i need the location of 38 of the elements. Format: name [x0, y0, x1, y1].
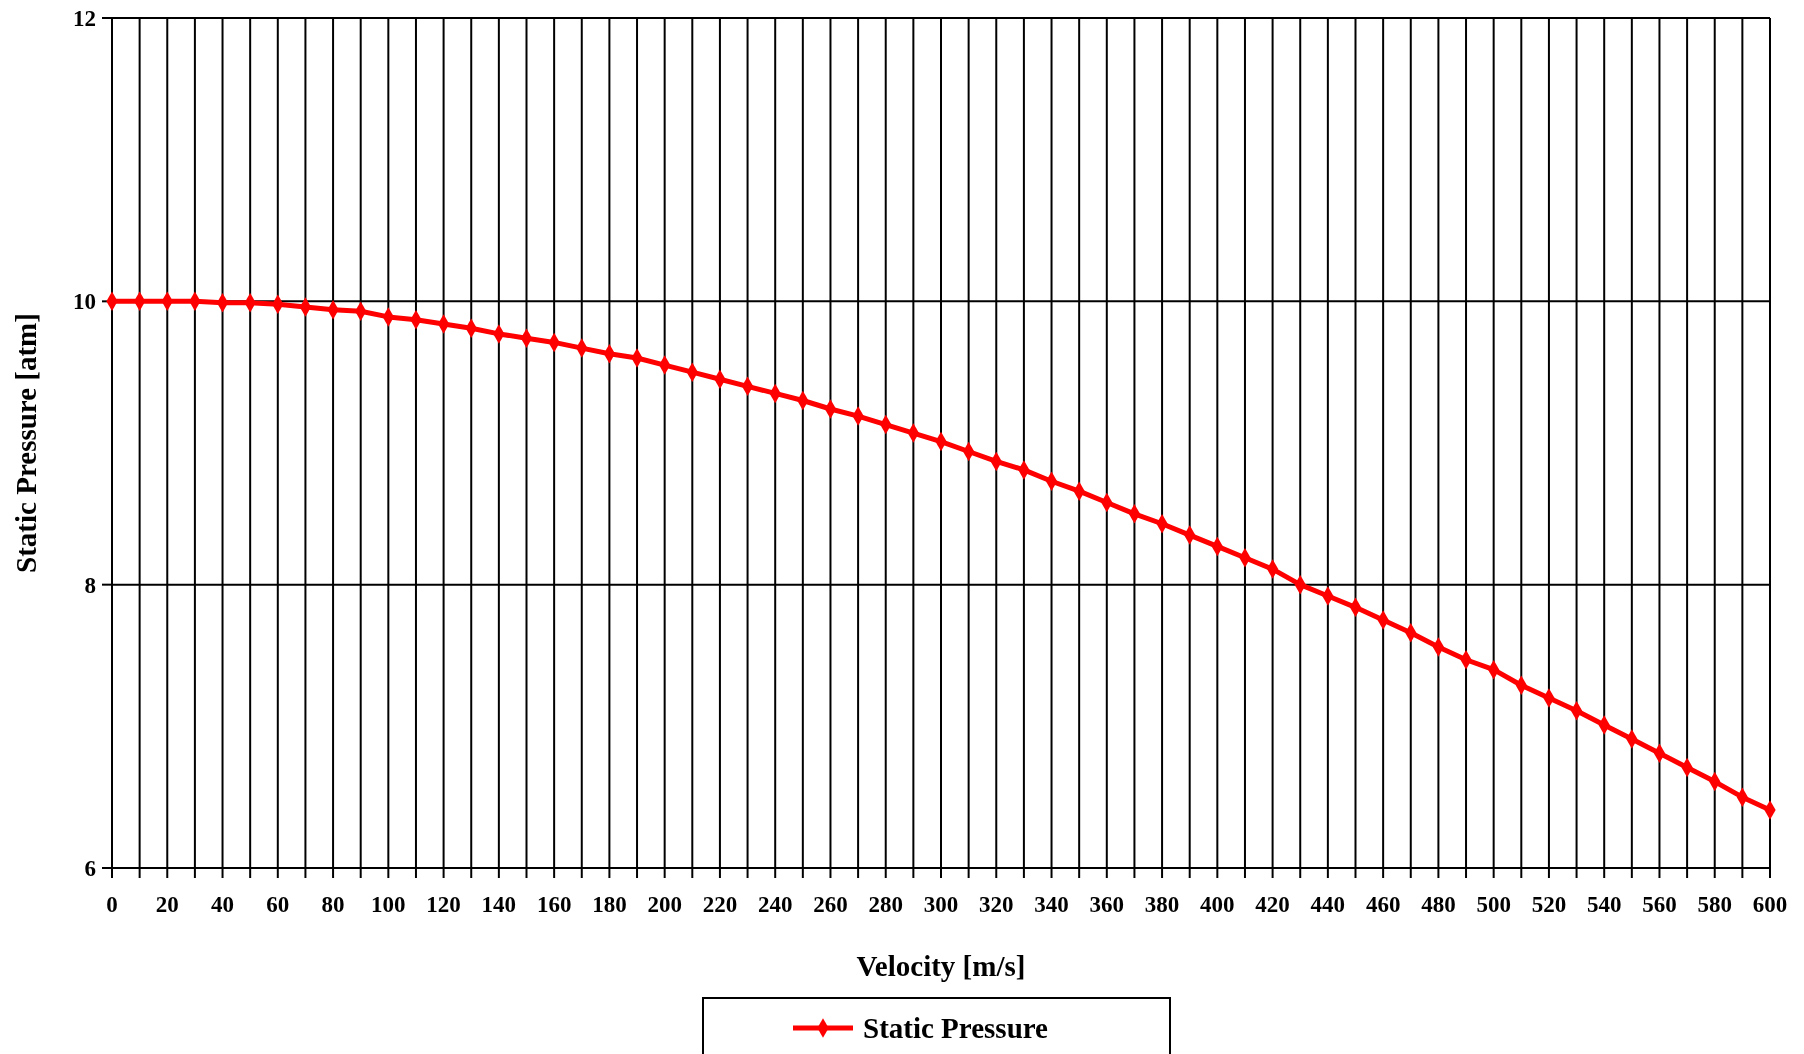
y-tick-label: 6	[84, 856, 96, 882]
x-tick-label: 220	[702, 892, 738, 917]
x-tick-label: 260	[813, 892, 848, 917]
x-tick-label: 600	[1752, 892, 1788, 917]
x-tick-label: 120	[426, 892, 461, 917]
x-tick-label: 60	[266, 892, 290, 917]
y-tick-label: 12	[73, 6, 96, 32]
x-tick-label: 520	[1531, 892, 1567, 917]
x-tick-label: 20	[155, 892, 179, 917]
x-tick-label: 140	[481, 892, 517, 917]
x-tick-label: 180	[592, 892, 627, 917]
x-tick-label: 200	[647, 892, 682, 917]
x-tick-label: 360	[1089, 892, 1125, 917]
x-tick-label: 540	[1586, 892, 1622, 917]
x-tick-label: 440	[1310, 892, 1346, 917]
x-tick-label: 0	[106, 892, 118, 917]
x-tick-label: 100	[371, 892, 406, 917]
x-axis-title: Velocity [m/s]	[856, 950, 1026, 982]
x-tick-label: 420	[1255, 892, 1290, 917]
x-tick-label: 300	[923, 892, 959, 917]
y-tick-label: 8	[84, 572, 96, 598]
x-tick-label: 380	[1144, 892, 1180, 917]
y-tick-label: 10	[73, 289, 96, 315]
x-tick-label: 580	[1697, 892, 1732, 917]
x-tick-label: 80	[321, 892, 345, 917]
x-tick-label: 240	[757, 892, 793, 917]
x-tick-label: 560	[1642, 892, 1677, 917]
x-tick-label: 320	[979, 892, 1014, 917]
x-tick-label: 280	[868, 892, 903, 917]
x-tick-label: 160	[536, 892, 572, 917]
y-axis-title: Static Pressure [atm]	[10, 313, 42, 573]
x-tick-label: 400	[1200, 892, 1235, 917]
x-tick-label: 480	[1421, 892, 1456, 917]
x-tick-label: 340	[1034, 892, 1069, 917]
legend-label: Static Pressure	[863, 1012, 1049, 1045]
x-tick-label: 40	[211, 892, 235, 917]
x-tick-label: 460	[1365, 892, 1401, 917]
x-tick-label: 500	[1476, 892, 1511, 917]
